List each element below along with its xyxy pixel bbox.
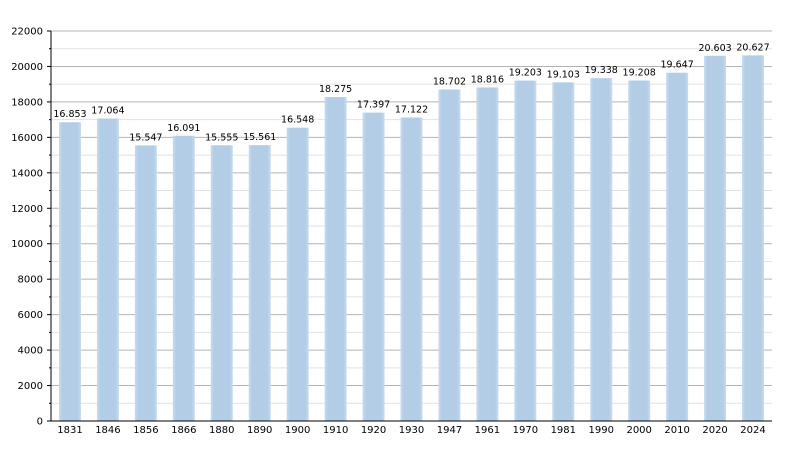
y-tick-label: 0 bbox=[37, 417, 43, 428]
bar-2000 bbox=[628, 80, 651, 422]
bar-1831 bbox=[58, 122, 81, 421]
bar-1920 bbox=[362, 112, 385, 421]
axes bbox=[47, 30, 772, 422]
x-tick-label: 1890 bbox=[247, 425, 272, 436]
bars bbox=[58, 55, 765, 422]
bar-1846 bbox=[96, 118, 119, 421]
x-tick-label: 1910 bbox=[323, 425, 348, 436]
y-tick-label: 12000 bbox=[11, 204, 43, 215]
data-label-1856: 15.547 bbox=[129, 132, 162, 143]
bar-1990 bbox=[590, 78, 613, 421]
x-tick-label: 1856 bbox=[133, 425, 158, 436]
data-label-1846: 17.064 bbox=[91, 106, 124, 117]
data-label-2020: 20.603 bbox=[698, 43, 731, 54]
bar-1866 bbox=[172, 135, 195, 421]
x-tick-label: 1970 bbox=[513, 425, 538, 436]
data-label-1930: 17.122 bbox=[395, 104, 428, 115]
data-label-1890: 15.561 bbox=[243, 132, 276, 143]
bar-1880 bbox=[210, 145, 233, 422]
x-tick-label: 1947 bbox=[437, 425, 462, 436]
x-tick-label: 2020 bbox=[702, 425, 727, 436]
data-label-2010: 19.647 bbox=[661, 60, 694, 71]
bar-1947 bbox=[438, 89, 461, 422]
x-tick-label: 1920 bbox=[361, 425, 386, 436]
x-tick-label: 1990 bbox=[589, 425, 614, 436]
x-tick-label: 1961 bbox=[475, 425, 500, 436]
x-tick-label: 1866 bbox=[171, 425, 196, 436]
x-tick-label: 2024 bbox=[740, 425, 765, 436]
bar-1856 bbox=[134, 145, 157, 421]
bar-2024 bbox=[742, 55, 765, 422]
y-tick-label: 4000 bbox=[18, 346, 43, 357]
y-tick-label: 16000 bbox=[11, 133, 43, 144]
y-tick-label: 22000 bbox=[11, 27, 43, 38]
data-label-1990: 19.338 bbox=[585, 65, 618, 76]
y-tick-label: 6000 bbox=[18, 310, 43, 321]
y-tick-label: 20000 bbox=[11, 62, 43, 73]
x-axis-tick-labels: 1831 1846 1856 1866 1880 1890 1900 1910 1920 1930… bbox=[57, 425, 766, 436]
bar-1900 bbox=[286, 127, 309, 421]
bar-1910 bbox=[324, 97, 347, 421]
data-label-1947: 18.702 bbox=[433, 76, 466, 87]
bar-1930 bbox=[400, 117, 423, 421]
data-label-1981: 19.103 bbox=[547, 69, 580, 80]
y-tick-label: 18000 bbox=[11, 97, 43, 108]
bar-1961 bbox=[476, 87, 499, 421]
x-tick-label: 1831 bbox=[57, 425, 82, 436]
x-tick-label: 2010 bbox=[664, 425, 689, 436]
data-labels: 16.853 17.064 15.547 16.091 15.555 15.561 16.5… bbox=[53, 42, 769, 143]
data-label-1920: 17.397 bbox=[357, 100, 390, 111]
data-label-1910: 18.275 bbox=[319, 84, 352, 95]
x-tick-label: 1846 bbox=[95, 425, 120, 436]
data-label-1880: 15.555 bbox=[205, 132, 238, 143]
data-label-2000: 19.208 bbox=[623, 67, 656, 78]
data-label-1831: 16.853 bbox=[53, 109, 86, 120]
y-tick-label: 14000 bbox=[11, 168, 43, 179]
bar-1981 bbox=[552, 82, 575, 422]
x-tick-label: 2000 bbox=[626, 425, 651, 436]
x-tick-label: 1981 bbox=[551, 425, 576, 436]
data-label-1866: 16.091 bbox=[167, 123, 200, 134]
bar-1890 bbox=[248, 145, 271, 421]
bar-2020 bbox=[704, 55, 727, 421]
bar-2010 bbox=[666, 72, 689, 421]
bar-1970 bbox=[514, 80, 537, 421]
y-tick-label: 2000 bbox=[18, 381, 43, 392]
data-label-1900: 16.548 bbox=[281, 115, 314, 126]
x-tick-label: 1880 bbox=[209, 425, 234, 436]
x-tick-label: 1930 bbox=[399, 425, 424, 436]
y-tick-label: 8000 bbox=[18, 275, 43, 286]
y-tick-label: 10000 bbox=[11, 239, 43, 250]
x-tick-label: 1900 bbox=[285, 425, 310, 436]
data-label-2024: 20.627 bbox=[736, 42, 769, 53]
data-label-1970: 19.203 bbox=[509, 68, 542, 79]
y-axis-tick-labels: 0 2000 4000 6000 8000 10000 12000 14000 16000 180… bbox=[11, 27, 43, 428]
data-label-1961: 18.816 bbox=[471, 74, 504, 85]
